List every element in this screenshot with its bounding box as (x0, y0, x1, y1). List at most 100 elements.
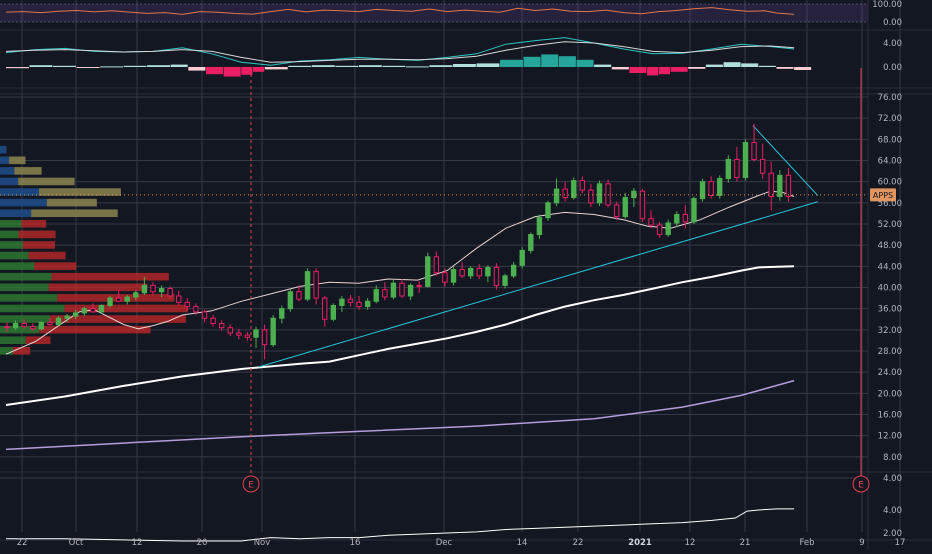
candle-body (399, 282, 405, 297)
time-axis[interactable]: 22 Oct 12 20 Nov 16 Dec 14 22 2021 12 21 Feb 9 17 (17, 538, 906, 548)
rsi-band (0, 4, 868, 22)
candle-body (253, 329, 259, 338)
vp-bar-up (0, 347, 13, 355)
vp-bar-blue (0, 198, 47, 207)
candle-body (476, 267, 482, 277)
candle-body (167, 288, 173, 297)
macd-line (5, 37, 795, 66)
candle-body (682, 213, 689, 223)
vp-bar-up (0, 220, 22, 228)
macd-hist-bar (358, 65, 382, 67)
time-tick-label: 16 (350, 538, 361, 548)
candle-body (115, 297, 122, 302)
candle-body (201, 311, 208, 319)
macd-hist-bar (647, 67, 659, 76)
vp-bar-up (0, 262, 35, 270)
vp-bar-down (51, 272, 169, 281)
candle-body (339, 298, 345, 306)
trendline-upper[interactable] (752, 125, 819, 196)
candle-body (485, 266, 491, 277)
earnings-badge-label: E (858, 481, 864, 491)
price-tag-box (870, 188, 896, 202)
vp-bar-down (50, 315, 186, 323)
candle-body (261, 329, 268, 346)
vp-bar-down (28, 251, 66, 260)
macd-hist-bar (147, 65, 171, 67)
candle-body (510, 264, 517, 277)
candle-body (605, 183, 611, 206)
earnings-badge-label: E (248, 481, 254, 491)
macd-hist-bar (723, 62, 741, 67)
candle-body (708, 181, 714, 196)
candle-body (622, 197, 628, 218)
price-tick-label: 24.00 (878, 368, 902, 378)
candle-body (98, 304, 105, 313)
price-tick-label: 32.00 (878, 326, 902, 336)
candle-body (450, 269, 457, 283)
macd-hist-bar (405, 66, 429, 68)
price-tick-label: 56.00 (878, 199, 902, 209)
rsi-line (5, 7, 795, 15)
vp-bar-up (0, 251, 29, 260)
price-tick-label: 68.00 (878, 135, 902, 145)
candle-body (553, 188, 560, 204)
candle-body (133, 292, 139, 298)
candle-body (218, 322, 225, 329)
trendline-lower[interactable] (258, 201, 818, 368)
price-tick-label: 28.00 (878, 347, 902, 357)
price-axis[interactable]: 76.00 72.00 68.00 64.00 60.00 56.00 52.00 48.00… (872, 0, 902, 539)
candle-body (759, 158, 766, 174)
price-tick-label: 64.00 (878, 157, 902, 167)
macd-hist-bar (205, 67, 224, 75)
candle-body (545, 202, 551, 219)
earnings-badge[interactable] (852, 475, 870, 493)
candle-body (459, 269, 465, 277)
ma-slow-line (5, 379, 795, 451)
candle-body (176, 295, 182, 303)
candle-body (777, 174, 783, 197)
time-tick-label: Nov (254, 538, 271, 548)
candle-body (528, 234, 534, 251)
vp-bar-down (12, 347, 31, 355)
candle-body (72, 312, 79, 317)
macd-hist-bar (170, 64, 188, 67)
price-tick-label: 60.00 (878, 178, 902, 188)
price-tick-label: 20.00 (878, 389, 902, 399)
rsi-pane (5, 7, 795, 15)
time-tick-label: Feb (799, 538, 814, 548)
candle-body (725, 158, 732, 179)
price-tick-label: 72.00 (878, 114, 902, 124)
macd-hist-bar (53, 65, 76, 67)
candle-body (536, 217, 543, 236)
macd-hist-bar (6, 67, 29, 69)
macd-pane (5, 37, 812, 77)
time-tick-label: 12 (132, 538, 143, 548)
macd-hist-bar (594, 64, 612, 67)
vp-bar-olive (31, 209, 118, 218)
ma-mid-line (5, 265, 795, 406)
candle-body (425, 256, 431, 287)
volume-profile (0, 145, 188, 355)
macd-hist-bar (541, 54, 559, 67)
macd-hist-bar (500, 59, 523, 67)
macd-hist-bar (688, 67, 706, 69)
candlesticks (0, 123, 868, 360)
candle-body (493, 266, 500, 286)
vp-bar-blue (0, 209, 32, 218)
macd-hist-bar (741, 63, 759, 67)
candle-body (150, 284, 156, 293)
candle-body (588, 189, 594, 204)
candle-body (322, 297, 328, 320)
candle-body (158, 288, 165, 293)
vp-bar-down (57, 294, 175, 302)
earnings-badge[interactable] (242, 475, 260, 493)
candle-body (390, 282, 397, 298)
last-price-tag: APPS (870, 188, 896, 202)
candle-body (742, 142, 749, 178)
trendlines[interactable] (258, 125, 819, 368)
candle-body (639, 190, 646, 220)
vp-bar-down (18, 230, 56, 239)
